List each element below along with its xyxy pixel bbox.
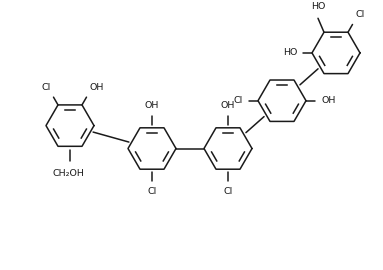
Text: HO: HO [311,2,325,11]
Text: Cl: Cl [234,96,243,105]
Text: Cl: Cl [147,187,157,196]
Text: Cl: Cl [41,83,51,92]
Text: HO: HO [283,48,297,58]
Text: Cl: Cl [223,187,232,196]
Text: CH₂OH: CH₂OH [52,169,84,178]
Text: OH: OH [221,101,235,110]
Text: OH: OH [90,83,104,92]
Text: Cl: Cl [355,10,365,19]
Text: OH: OH [321,96,336,105]
Text: OH: OH [145,101,159,110]
